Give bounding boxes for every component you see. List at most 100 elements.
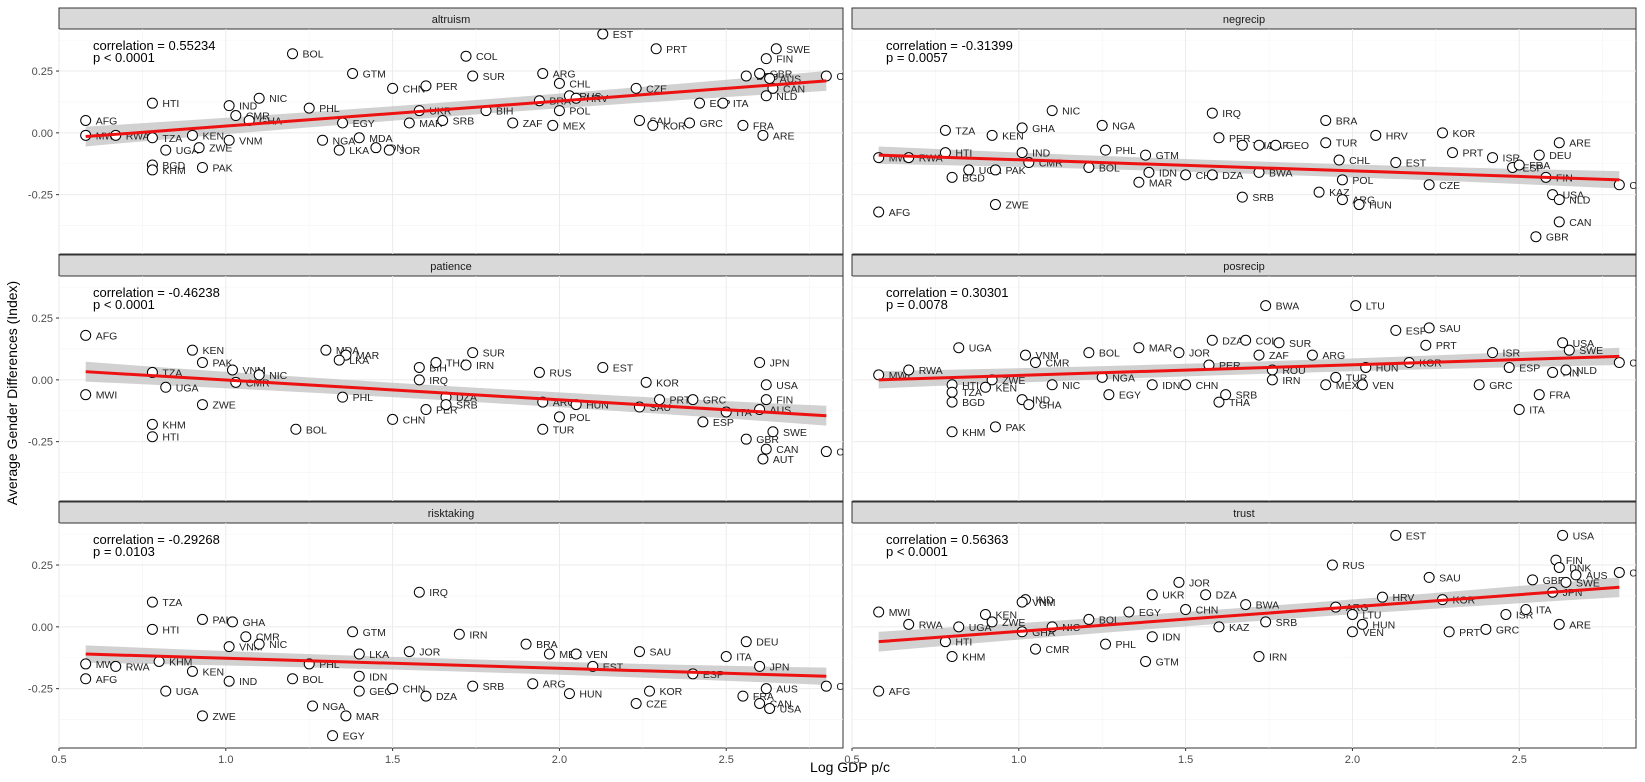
point-label: NGA [323, 701, 346, 713]
data-point [80, 389, 92, 401]
point-label: KEN [202, 130, 224, 142]
data-point [946, 386, 958, 398]
point-label: BRA [536, 639, 558, 651]
point-label: CHE [1629, 567, 1645, 579]
point-label: AUS [1586, 570, 1608, 582]
data-point [1253, 349, 1265, 361]
point-label: KOR [663, 120, 686, 132]
point-label: MAR [1149, 177, 1173, 189]
data-point [1520, 604, 1532, 616]
point-label: LTU [1362, 609, 1381, 621]
data-point [989, 421, 1001, 433]
point-label: HTI [962, 380, 979, 392]
data-point [1533, 149, 1545, 161]
data-point [1143, 166, 1155, 178]
data-point [770, 43, 782, 55]
point-label: SRB [453, 115, 475, 127]
data-point [533, 366, 545, 378]
correlation-annotation: correlation = 0.55234 [93, 38, 216, 53]
panel-plot-area: MWI RWAUGAHTITZABGDKHMZWEKENPAKVNMCMRINDG… [873, 300, 1636, 439]
point-label: ARG [553, 69, 576, 81]
point-label: ARG [1322, 350, 1345, 362]
data-point [1613, 179, 1625, 191]
data-point [80, 673, 92, 685]
data-point [1503, 361, 1515, 373]
data-point [1336, 174, 1348, 186]
y-tick-label: -0.25 [28, 437, 53, 449]
panel-background [58, 28, 844, 255]
point-label: IND [239, 101, 258, 113]
data-point [873, 206, 885, 218]
data-point [370, 142, 382, 154]
point-label: TUR [1336, 138, 1358, 150]
data-point [403, 117, 415, 129]
point-label: TZA [955, 125, 975, 137]
point-label: EST [1406, 158, 1427, 170]
data-point [1613, 357, 1625, 369]
point-label: POL [1352, 175, 1373, 187]
data-point [1260, 616, 1272, 628]
data-point [353, 670, 365, 682]
point-label: AFG [96, 674, 118, 686]
data-point [1613, 566, 1625, 578]
point-label: PAK [1005, 422, 1025, 434]
data-point [963, 164, 975, 176]
point-label: CAN [776, 444, 798, 456]
data-point [1146, 379, 1158, 391]
point-label: MAR [419, 118, 443, 130]
data-point [1356, 379, 1368, 391]
point-label: ZWE [1005, 200, 1028, 212]
data-point [1553, 194, 1565, 206]
point-label: LKA [349, 145, 369, 157]
point-label: HUN [579, 689, 602, 701]
x-tick-label: 1.5 [1178, 754, 1193, 766]
data-point [437, 114, 449, 126]
p-value-annotation: p < 0.0001 [93, 297, 155, 312]
data-point [186, 344, 198, 356]
data-point [650, 43, 662, 55]
data-point [1146, 589, 1158, 601]
data-point [630, 697, 642, 709]
x-tick-label: 0.5 [51, 754, 66, 766]
point-label: HTI [162, 98, 179, 110]
point-label: USA [776, 380, 798, 392]
point-label: GHA [1032, 123, 1055, 135]
point-label: DEU [1549, 150, 1571, 162]
data-point [186, 129, 198, 141]
data-point [989, 199, 1001, 211]
data-point [1553, 216, 1565, 228]
data-point [946, 426, 958, 438]
x-tick-label: 2.5 [719, 754, 734, 766]
point-label: TUR [553, 424, 575, 436]
data-point [570, 648, 582, 660]
point-label: USA [1573, 338, 1595, 350]
point-label: EST [1406, 530, 1427, 542]
data-point [223, 675, 235, 687]
point-label: UKR [1162, 590, 1185, 602]
point-label: SWE [1576, 577, 1600, 589]
data-point [1527, 574, 1539, 586]
data-point [1180, 604, 1192, 616]
point-label: IRN [476, 360, 494, 372]
point-label: BRA [1336, 115, 1358, 127]
point-label: LTU [1366, 301, 1385, 313]
data-point [697, 416, 709, 428]
data-point [754, 660, 766, 672]
x-tick-label: 0.5 [844, 754, 859, 766]
data-point [196, 710, 208, 722]
point-label: NLD [1569, 195, 1590, 207]
point-label: SUR [483, 71, 506, 83]
point-label: CHL [569, 78, 590, 90]
data-point [537, 423, 549, 435]
point-label: HUN [1369, 200, 1392, 212]
point-label: JOR [399, 145, 420, 157]
facet-title: altruism [432, 14, 471, 26]
data-point [1133, 342, 1145, 354]
point-label: IRQ [429, 375, 448, 387]
point-label: TZA [962, 387, 982, 399]
data-point [989, 164, 1001, 176]
data-point [873, 685, 885, 697]
data-point [460, 359, 472, 371]
